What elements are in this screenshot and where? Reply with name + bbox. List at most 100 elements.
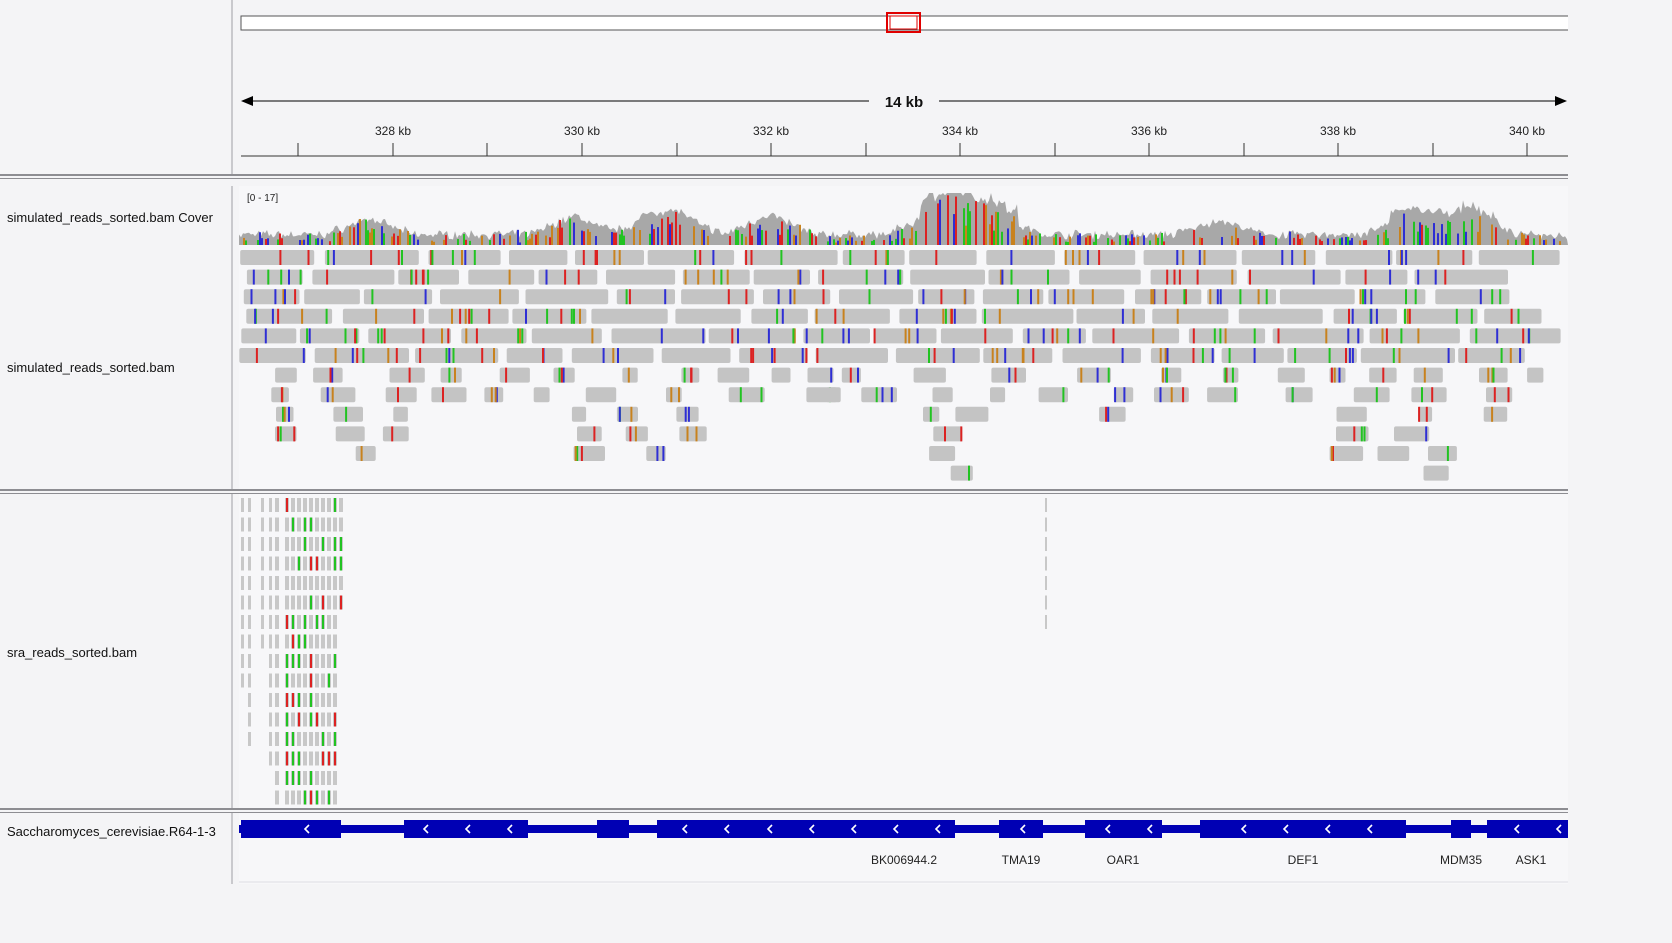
sra-read[interactable] <box>297 498 301 512</box>
read[interactable] <box>246 269 303 285</box>
read[interactable] <box>895 348 980 363</box>
read[interactable] <box>616 406 638 422</box>
read[interactable] <box>1287 348 1357 363</box>
gene-feature-block[interactable] <box>1200 820 1406 838</box>
sra-read[interactable] <box>321 790 325 805</box>
read[interactable] <box>299 328 360 344</box>
read[interactable] <box>1469 328 1561 344</box>
read[interactable] <box>1329 446 1364 461</box>
chromosome-ideogram[interactable] <box>240 15 1568 31</box>
sra-read[interactable] <box>327 595 331 610</box>
sra-read[interactable] <box>333 693 337 707</box>
sra-read[interactable] <box>248 673 251 688</box>
read[interactable] <box>839 289 914 305</box>
simulated-data-area[interactable]: [0 - 17] <box>239 186 1568 489</box>
sra-read[interactable] <box>333 673 337 688</box>
read[interactable] <box>246 308 333 324</box>
sra-read[interactable] <box>315 654 319 668</box>
read[interactable] <box>461 328 527 344</box>
sra-data-area[interactable] <box>239 494 1568 808</box>
gene-label[interactable]: BK006944.2 <box>870 853 938 867</box>
sra-read[interactable] <box>269 673 272 688</box>
sra-read[interactable] <box>248 634 251 649</box>
name-panel-divider[interactable] <box>231 186 233 489</box>
read[interactable] <box>1152 308 1229 324</box>
sra-read[interactable] <box>269 634 272 649</box>
sra-read[interactable] <box>291 790 295 805</box>
read[interactable] <box>239 348 306 363</box>
sra-read[interactable] <box>297 732 301 746</box>
read[interactable] <box>826 387 841 403</box>
read[interactable] <box>333 406 363 422</box>
sra-read[interactable] <box>275 673 279 688</box>
sra-read[interactable] <box>297 595 301 610</box>
gene-features-graphic[interactable] <box>239 813 1568 884</box>
sra-read[interactable] <box>269 654 272 668</box>
read[interactable] <box>913 367 946 383</box>
sra-read[interactable] <box>297 517 301 532</box>
gene-feature-block[interactable] <box>1085 820 1162 838</box>
read[interactable] <box>1396 250 1473 265</box>
sra-read[interactable] <box>309 751 313 766</box>
read[interactable] <box>728 387 765 403</box>
sra-read[interactable] <box>248 615 251 629</box>
read[interactable] <box>661 348 731 363</box>
read[interactable] <box>647 250 735 265</box>
sra-read[interactable] <box>315 673 319 688</box>
gene-label[interactable]: TMA19 <box>1001 853 1041 867</box>
gene-feature-block[interactable] <box>597 820 629 838</box>
sra-read[interactable] <box>275 790 279 805</box>
sra-read[interactable] <box>1045 595 1047 610</box>
sra-read[interactable] <box>269 595 272 610</box>
panel-divider[interactable] <box>0 174 1568 179</box>
sra-read[interactable] <box>309 537 313 551</box>
read[interactable] <box>815 348 888 363</box>
read[interactable] <box>982 289 1044 305</box>
sra-read[interactable] <box>333 790 337 805</box>
sra-read[interactable] <box>275 537 279 551</box>
sra-read[interactable] <box>269 517 272 532</box>
read[interactable] <box>440 367 462 383</box>
sra-read[interactable] <box>327 517 331 532</box>
gene-label[interactable]: DEF1 <box>1287 853 1319 867</box>
read[interactable] <box>763 289 831 305</box>
read[interactable] <box>585 387 617 403</box>
read[interactable] <box>717 367 750 383</box>
read[interactable] <box>842 250 905 265</box>
read[interactable] <box>679 426 707 442</box>
read[interactable] <box>739 348 808 363</box>
read[interactable] <box>1345 269 1408 285</box>
sra-track-name[interactable]: sra_reads_sorted.bam <box>7 645 138 660</box>
sra-read[interactable] <box>269 732 272 746</box>
name-panel-divider[interactable] <box>231 494 233 808</box>
read[interactable] <box>313 367 343 383</box>
read[interactable] <box>335 426 365 442</box>
read[interactable] <box>1092 328 1180 344</box>
read[interactable] <box>753 269 810 285</box>
sra-read[interactable] <box>297 673 301 688</box>
read[interactable] <box>368 328 451 344</box>
gene-track-name[interactable]: Saccharomyces_cerevisiae.R64-1-3 <box>7 824 216 839</box>
name-panel-divider[interactable] <box>231 0 233 174</box>
sra-read[interactable] <box>321 576 325 590</box>
read[interactable] <box>271 387 289 403</box>
sra-read[interactable] <box>303 712 307 727</box>
panel-divider[interactable] <box>0 489 1568 494</box>
sra-read[interactable] <box>275 693 279 707</box>
read[interactable] <box>1403 308 1478 324</box>
read[interactable] <box>818 269 904 285</box>
sra-read[interactable] <box>248 732 251 746</box>
gene-label[interactable]: MDM35 <box>1439 853 1483 867</box>
sra-read[interactable] <box>327 576 331 590</box>
read[interactable] <box>1077 367 1111 383</box>
sra-read[interactable] <box>309 634 313 649</box>
sra-read[interactable] <box>333 771 337 785</box>
sra-read[interactable] <box>275 634 279 649</box>
sra-read[interactable] <box>315 576 319 590</box>
read[interactable] <box>415 348 499 363</box>
read[interactable] <box>363 289 433 305</box>
gene-data-area[interactable]: BK006944.2 TMA19 OAR1 DEF1 MDM35 ASK1 <box>239 813 1568 884</box>
read[interactable] <box>1207 387 1238 403</box>
sra-read[interactable] <box>261 498 264 512</box>
sra-read[interactable] <box>297 615 301 629</box>
